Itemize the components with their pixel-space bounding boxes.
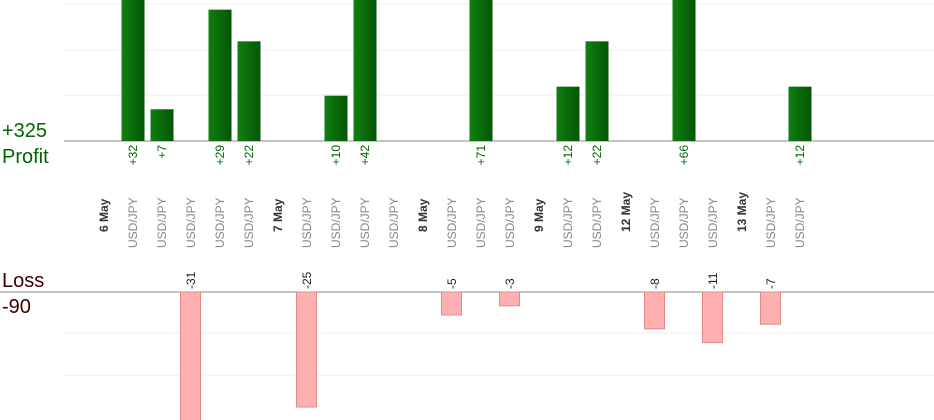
pair-label: USD/JPY	[706, 197, 720, 248]
loss-value-label: -7	[764, 278, 778, 289]
loss-bar	[760, 291, 781, 325]
date-label: 9 May	[532, 198, 546, 232]
profit-bar	[788, 86, 812, 141]
profit-bar	[121, 0, 145, 141]
pair-label: USD/JPY	[648, 197, 662, 248]
profit-bar	[585, 41, 609, 142]
date-label: 6 May	[97, 198, 111, 232]
pair-label: USD/JPY	[184, 197, 198, 248]
profit-value-label: +32	[126, 145, 140, 166]
loss-bar	[499, 291, 520, 307]
profit-bar	[208, 9, 232, 141]
profit-value-label: +71	[474, 145, 488, 166]
date-label: 13 May	[735, 192, 749, 232]
profit-value-label: +42	[358, 145, 372, 166]
profit-value-label: +22	[590, 145, 604, 166]
loss-value-label: -31	[184, 271, 198, 289]
date-label: 7 May	[271, 198, 285, 232]
pair-label: USD/JPY	[242, 197, 256, 248]
profit-bar	[324, 95, 348, 141]
pair-label: USD/JPY	[300, 197, 314, 248]
pair-label: USD/JPY	[590, 197, 604, 248]
loss-bar	[644, 291, 665, 330]
pair-label: USD/JPY	[329, 197, 343, 248]
pair-label: USD/JPY	[503, 197, 517, 248]
loss-bar	[441, 291, 462, 316]
loss-value-label: -8	[648, 278, 662, 289]
profit-value-label: +7	[155, 145, 169, 159]
profit-value-label: +66	[677, 145, 691, 166]
profit-bar	[237, 41, 261, 142]
profit-total: +325	[2, 120, 47, 142]
profit-bar	[672, 0, 696, 141]
pair-label: USD/JPY	[155, 197, 169, 248]
loss-value-label: -5	[445, 278, 459, 289]
pair-label: USD/JPY	[793, 197, 807, 248]
loss-value-label: -25	[300, 271, 314, 289]
pair-label: USD/JPY	[358, 197, 372, 248]
profit-bar	[556, 86, 580, 141]
profit-bar	[469, 0, 493, 141]
profit-value-label: +12	[793, 145, 807, 166]
date-label: 12 May	[619, 192, 633, 232]
profit-value-label: +22	[242, 145, 256, 166]
profit-bar	[150, 109, 174, 141]
pair-label: USD/JPY	[387, 197, 401, 248]
profit-bar	[353, 0, 377, 141]
pair-label: USD/JPY	[445, 197, 459, 248]
pair-label: USD/JPY	[213, 197, 227, 248]
date-label: 8 May	[416, 198, 430, 232]
profit-value-label: +29	[213, 145, 227, 166]
loss-value-label: -3	[503, 278, 517, 289]
loss-total: -90	[2, 296, 31, 318]
profit-label: Profit	[2, 146, 49, 168]
profit-value-label: +10	[329, 145, 343, 166]
pair-label: USD/JPY	[764, 197, 778, 248]
pair-label: USD/JPY	[677, 197, 691, 248]
bars	[121, 0, 812, 420]
pair-label: USD/JPY	[561, 197, 575, 248]
labels: 6 May USD/JPY +32 USD/JPY +7 USD/JPY -31 USD/JP…	[97, 145, 807, 289]
loss-label: Loss	[2, 270, 44, 292]
loss-bar	[702, 291, 723, 344]
loss-bar	[180, 291, 201, 420]
loss-bar	[296, 291, 317, 408]
pair-label: USD/JPY	[474, 197, 488, 248]
pair-label: USD/JPY	[126, 197, 140, 248]
profit-value-label: +12	[561, 145, 575, 166]
loss-value-label: -11	[706, 272, 720, 289]
